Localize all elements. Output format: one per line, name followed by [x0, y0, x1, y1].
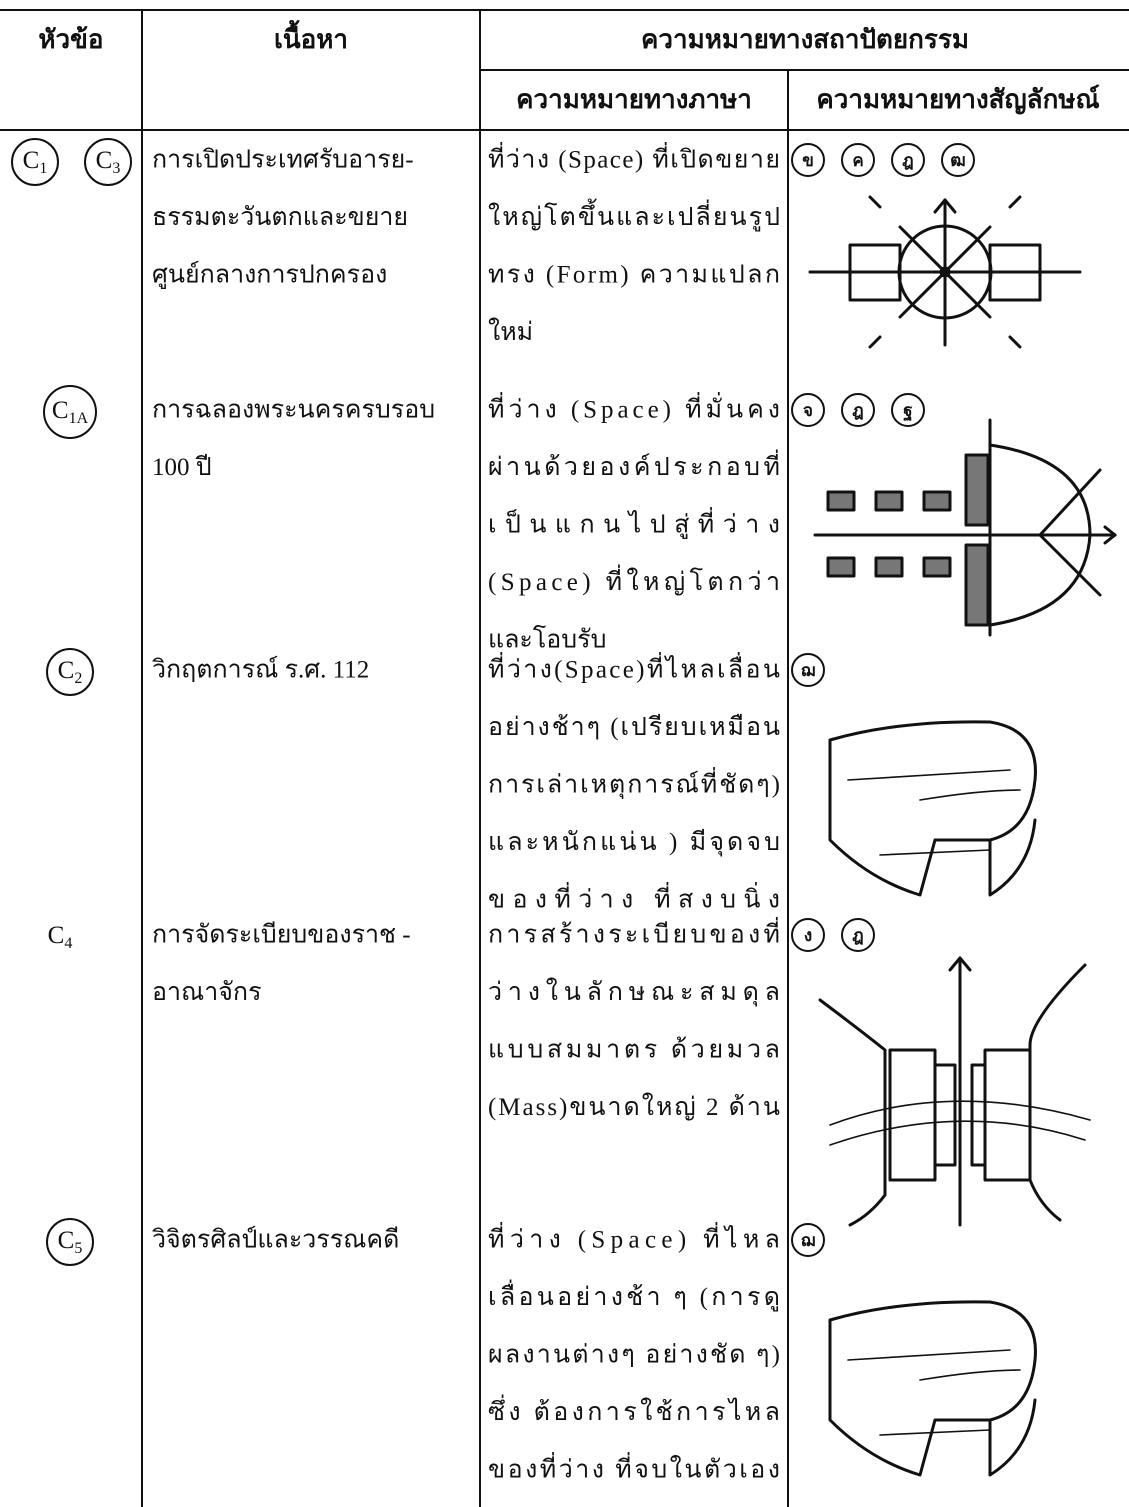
symbol-circle	[841, 918, 875, 952]
content-line: วิกฤตการณ์ ร.ศ. 112	[152, 656, 369, 684]
symbol-circle	[891, 393, 925, 427]
symbol-circle	[791, 393, 825, 427]
linguistic-line: การเล่าเหตุการณ์ที่ชัดๆ)	[488, 767, 780, 800]
header-content: เนื้อหา	[274, 19, 348, 54]
linguistic-line: ใหม่	[488, 317, 533, 346]
linguistic-line: ของที่ว่าง ที่สงบนิ่ง	[488, 882, 780, 914]
symbol-circle	[791, 653, 825, 687]
linguistic-line: ทรง (Form) ความแปลก	[488, 262, 780, 289]
topic-letter: C	[23, 147, 40, 174]
symbol-letter: ฎ	[852, 926, 863, 945]
linguistic-line: ว่างในลักษณะสมดุล	[488, 977, 780, 1007]
linguistic-line: ใหญ่โตขึ้นและเปลี่ยนรูป	[488, 198, 780, 232]
topic-subscript: 3	[112, 160, 120, 177]
content-line: วิจิตรศิลป์และวรรณคดี	[152, 1226, 399, 1254]
linguistic-line: ผลงานต่างๆ อย่างชัด ๆ)	[488, 1342, 780, 1369]
symbol-circle	[791, 143, 825, 177]
linguistic-line: เป็นแกนไปสู่ที่ว่าง	[488, 507, 780, 540]
linguistic-line: อย่างช้าๆ (เปรียบเหมือน	[488, 713, 780, 741]
content-line: การเปิดประเทศรับอารย-	[152, 147, 414, 174]
symbol-circle	[841, 393, 875, 427]
topic-code: C5	[58, 1227, 83, 1257]
content-line: ธรรมตะวันตกและขยาย	[152, 204, 408, 231]
linguistic-line: (Mass)ขนาดใหญ่ 2 ด้าน	[488, 1092, 780, 1121]
topic-letter: C	[58, 1227, 75, 1254]
topic-letter: C	[52, 397, 69, 424]
linguistic-line: ที่ว่าง (Space) ที่ไหล	[488, 1222, 780, 1254]
content-line: 100 ปี	[152, 453, 212, 481]
symbol-letter: ฌ	[801, 661, 816, 680]
topic-subscript: 2	[74, 670, 82, 687]
linguistic-line: ซึ่ง ต้องการใช้การไหล	[488, 1394, 780, 1426]
linguistic-line: การสร้างระเบียบของที่	[488, 917, 780, 949]
symbol-letter: ฎ	[902, 151, 913, 170]
symbol-letter: ฒ	[950, 151, 965, 170]
linguistic-line: ที่ว่าง (Space) ที่เปิดขยาย	[488, 142, 780, 174]
topic-letter: C	[96, 147, 113, 174]
topic-letter: C	[58, 657, 75, 684]
content-line: การฉลองพระนครครบรอบ	[152, 397, 435, 424]
table-rules	[0, 9, 1129, 1507]
topic-code: C4	[48, 922, 73, 952]
topic-subscript: 1	[39, 160, 47, 177]
symbol-letter: ฐ	[903, 401, 912, 422]
content-line: อาณาจักร	[152, 979, 262, 1006]
topic-circle	[43, 385, 97, 439]
header-symbolic: ความหมายทางสัญลักษณ์	[816, 84, 1099, 115]
topic-circle	[46, 1218, 94, 1266]
linguistic-line: แบบสมมาตร ด้วยมวล	[488, 1037, 780, 1064]
linguistic-line: ผ่านด้วยองค์ประกอบที่	[488, 449, 780, 481]
sketch-axis	[813, 418, 1117, 637]
symbol-letter: จ	[803, 401, 813, 420]
linguistic-line: (Space) ที่ใหญ่โตกว่า	[488, 564, 780, 596]
symbol-letter: ข	[802, 151, 814, 170]
symbol-circle	[791, 918, 825, 952]
linguistic-line: และหนักแน่น ) มีจุดจบ	[488, 828, 780, 857]
topic-circle	[84, 138, 132, 186]
header-architectural: ความหมายทางสถาปัตยกรรม	[641, 25, 969, 54]
topic-code: C1A	[52, 397, 89, 427]
topic-letter: C	[48, 922, 65, 949]
topic-circle	[11, 138, 59, 186]
symbol-letter: ง	[804, 926, 812, 945]
content-line: ศูนย์กลางการปกครอง	[152, 261, 387, 290]
content-line: การจัดระเบียบของราช -	[152, 921, 411, 949]
symbol-circle	[841, 143, 875, 177]
linguistic-line: เลื่อนอย่างช้า ๆ (การดู	[488, 1279, 780, 1312]
linguistic-line: ที่ว่าง(Space)ที่ไหลเลื่อน	[488, 652, 780, 684]
sketch-symmetry	[818, 956, 1091, 1227]
topic-code: C1	[23, 147, 48, 177]
header-topic: หัวข้อ	[38, 25, 103, 54]
linguistic-line: ของที่ว่าง ที่จบในตัวเอง	[488, 1452, 780, 1484]
symbol-circle	[941, 143, 975, 177]
symbol-circle	[891, 143, 925, 177]
symbol-letter: ฎ	[852, 401, 863, 420]
topic-subscript: 5	[74, 1240, 82, 1257]
symbol-circle	[791, 1223, 825, 1257]
symbol-letter: ฌ	[801, 1231, 816, 1250]
topic-code: C2	[58, 657, 83, 687]
header-linguistic: ความหมายทางภาษา	[516, 85, 752, 114]
topic-subscript: 1A	[69, 410, 89, 427]
topic-code: C3	[96, 147, 121, 177]
sketch-flow	[828, 720, 1037, 897]
topic-subscript: 4	[64, 935, 72, 952]
sketch-flow-2	[828, 1300, 1037, 1477]
symbol-letter: ค	[852, 151, 863, 170]
sketch-expansion	[808, 195, 1082, 349]
topic-circle	[46, 648, 94, 696]
linguistic-line: และโอบรับ	[488, 625, 606, 654]
linguistic-line: ที่ว่าง (Space) ที่มั่นคง	[488, 392, 780, 424]
